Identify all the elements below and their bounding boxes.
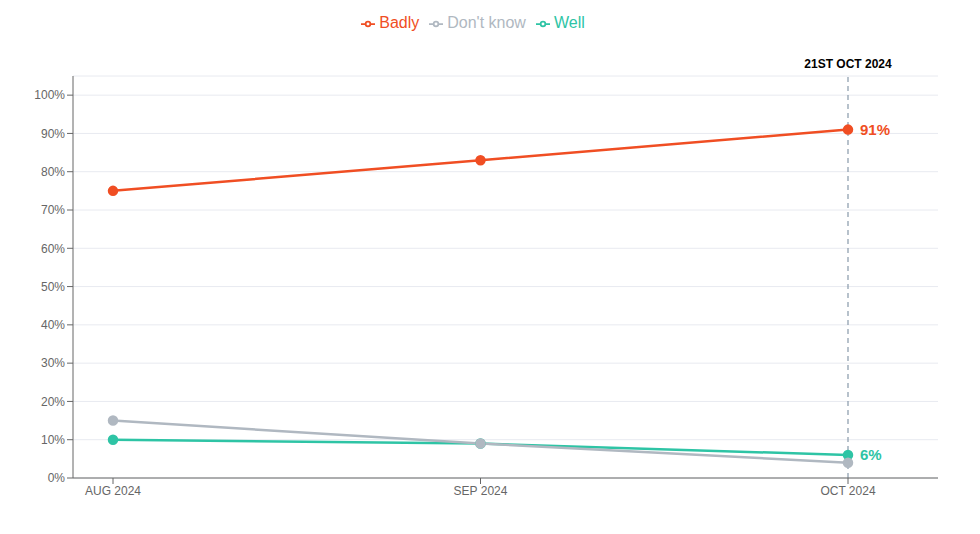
svg-text:80%: 80% (41, 165, 65, 179)
svg-text:60%: 60% (41, 242, 65, 256)
svg-text:90%: 90% (41, 127, 65, 141)
html-text:Don't know: Don't know (447, 14, 526, 31)
svg-text:SEP 2024: SEP 2024 (454, 484, 508, 498)
svg-text:40%: 40% (41, 318, 65, 332)
html-text:Well: Well (553, 14, 585, 31)
svg-text:70%: 70% (41, 203, 65, 217)
svg-text:OCT 2024: OCT 2024 (820, 484, 875, 498)
svg-text:20%: 20% (41, 395, 65, 409)
svg-text:AUG 2024: AUG 2024 (85, 484, 141, 498)
svg-text:0%: 0% (48, 471, 66, 485)
svg-text:10%: 10% (41, 433, 65, 447)
svg-text:6%: 6% (860, 446, 882, 463)
svg-text:50%: 50% (41, 280, 65, 294)
svg-text:21ST OCT 2024: 21ST OCT 2024 (804, 57, 892, 71)
svg-text:100%: 100% (34, 88, 65, 102)
svg-text:91%: 91% (860, 121, 890, 138)
svg-text:30%: 30% (41, 356, 65, 370)
html-text:Badly: Badly (379, 14, 420, 31)
